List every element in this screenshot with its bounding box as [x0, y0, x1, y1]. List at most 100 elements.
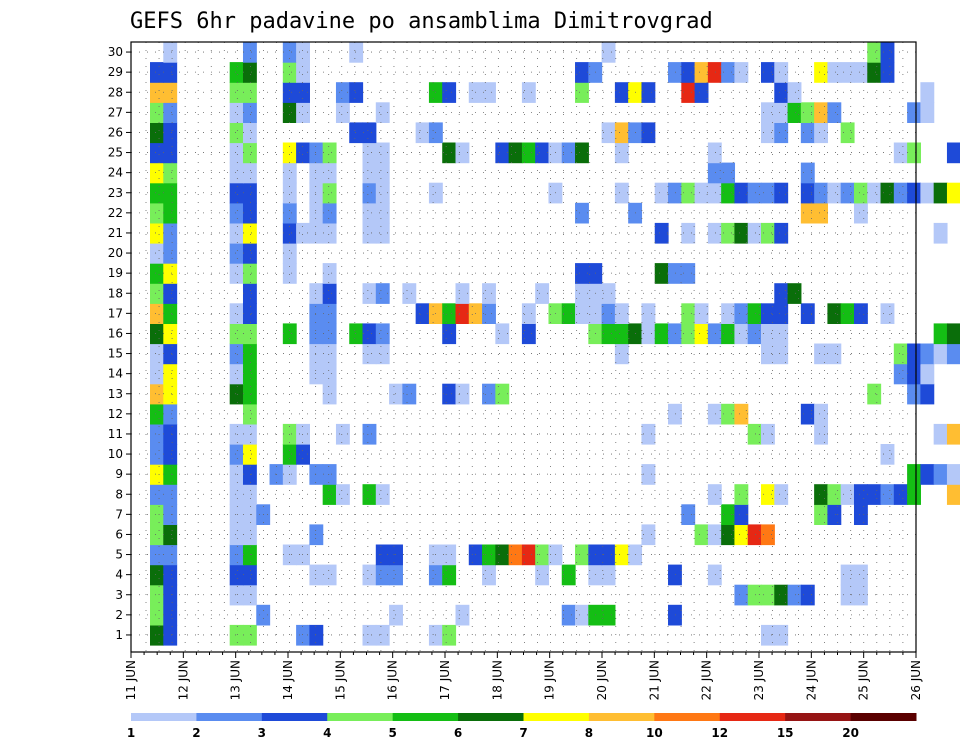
precip-cell	[150, 464, 164, 485]
precip-cell	[867, 182, 882, 204]
precip-cell	[681, 62, 696, 83]
precip-cell	[229, 423, 244, 445]
precip-cell	[163, 564, 178, 586]
precip-cell	[601, 42, 616, 63]
precip-cell	[933, 423, 948, 445]
precip-cell	[907, 102, 921, 123]
precip-cell	[853, 182, 868, 204]
precip-cell	[150, 584, 164, 606]
precip-cell	[867, 383, 882, 405]
x-tick-label: 17 JUN	[438, 660, 452, 700]
precip-cell	[761, 323, 775, 345]
precip-cell	[163, 122, 178, 144]
precip-cell	[774, 82, 789, 103]
precip-cell	[575, 82, 589, 103]
precip-cell	[907, 464, 921, 485]
precip-cell	[814, 484, 829, 505]
precip-cell	[694, 62, 709, 83]
precip-cell	[482, 564, 496, 586]
precip-cell	[734, 182, 749, 204]
precip-cell	[163, 444, 178, 465]
y-tick-label: 17	[108, 306, 123, 320]
precip-cell	[880, 444, 895, 465]
y-tick-label: 7	[115, 507, 123, 521]
precip-cell	[375, 564, 390, 586]
precip-cell	[867, 62, 882, 83]
precip-cell	[761, 423, 775, 445]
precip-cell	[614, 343, 629, 365]
precip-cell	[721, 62, 736, 83]
precip-cell	[721, 222, 736, 244]
precip-cell	[641, 464, 656, 485]
precip-cell	[282, 82, 297, 103]
precip-cell	[362, 564, 377, 586]
precip-cell	[734, 403, 749, 425]
precip-cell	[561, 303, 576, 324]
precip-cell	[734, 303, 749, 324]
colorbar-label: 20	[842, 726, 859, 740]
precip-cell	[150, 383, 164, 405]
precip-cell	[668, 564, 682, 586]
precip-cell	[150, 423, 164, 445]
precip-cell	[242, 162, 257, 184]
precip-cell	[787, 283, 802, 304]
precip-cell	[242, 343, 257, 365]
precip-cell	[800, 122, 815, 144]
precip-cell	[229, 584, 244, 606]
precip-cell	[761, 62, 775, 83]
y-tick-label: 13	[108, 387, 123, 401]
precip-cell	[296, 444, 310, 465]
precip-cell	[827, 182, 842, 204]
precip-cell	[150, 363, 164, 385]
precip-cell	[229, 202, 244, 224]
precip-cell	[721, 524, 736, 546]
precip-cell	[442, 323, 457, 345]
precip-cell	[641, 423, 656, 445]
precip-cell	[761, 182, 775, 204]
precip-cell	[322, 283, 337, 304]
y-tick-label: 15	[108, 347, 123, 361]
precip-cell	[814, 102, 829, 123]
precip-cell	[853, 62, 868, 83]
precip-cell	[601, 564, 616, 586]
precip-cell	[614, 303, 629, 324]
precip-cell	[707, 222, 722, 244]
precip-cell	[668, 403, 682, 425]
chart-title: GEFS 6hr padavine po ansamblima Dimitrov…	[130, 9, 713, 34]
y-tick-label: 4	[115, 568, 123, 582]
precip-cell	[893, 182, 908, 204]
precip-cell	[296, 624, 310, 646]
precip-cell	[150, 62, 164, 83]
x-tick-label: 11 JUN	[124, 660, 138, 700]
precip-cell	[840, 303, 855, 324]
precip-cell	[322, 202, 337, 224]
precip-cell	[774, 624, 789, 646]
y-tick-label: 1	[115, 628, 123, 642]
precip-cell	[880, 42, 895, 63]
precip-cell	[229, 544, 244, 566]
precip-cell	[309, 524, 324, 546]
y-tick-label: 6	[115, 527, 123, 541]
precip-cell	[242, 403, 257, 425]
precip-cell	[150, 162, 164, 184]
precip-cell	[787, 82, 802, 103]
precip-cell	[362, 283, 377, 304]
precip-cell	[641, 122, 656, 144]
precip-cell	[296, 42, 310, 63]
precip-cell	[282, 263, 297, 284]
precip-cell	[229, 263, 244, 284]
precip-cell	[800, 584, 815, 606]
precip-cell	[614, 122, 629, 144]
precip-cell	[734, 524, 749, 546]
precip-cell	[907, 363, 921, 385]
precip-cell	[946, 142, 960, 164]
precip-cell	[362, 122, 377, 144]
x-tick-label: 26 JUN	[909, 660, 923, 700]
colorbar-swatch	[588, 713, 655, 721]
colorbar-swatch	[196, 713, 263, 721]
precip-cell	[322, 162, 337, 184]
precip-cell	[455, 142, 470, 164]
precip-cell	[575, 544, 589, 566]
y-tick-label: 18	[108, 286, 123, 300]
y-tick-label: 5	[115, 548, 123, 562]
